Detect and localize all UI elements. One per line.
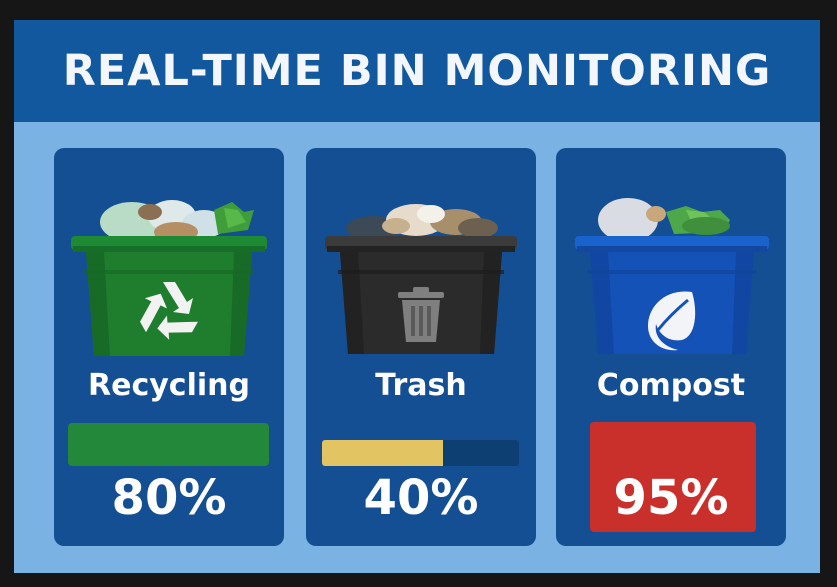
leaf-icon bbox=[648, 291, 696, 351]
compost-bin-image bbox=[556, 170, 786, 370]
bin-name-compost: Compost bbox=[596, 368, 746, 403]
trash-can-icon bbox=[398, 287, 444, 342]
fill-percent-compost: 95% bbox=[613, 470, 729, 526]
bin-card-recycling: Recycling 80% bbox=[54, 148, 284, 546]
recycling-bin-image bbox=[54, 170, 284, 370]
fill-level-bar-trash-fill bbox=[322, 440, 444, 466]
trash-bin-image bbox=[306, 170, 536, 370]
fill-percent-trash: 40% bbox=[363, 470, 479, 526]
bin-name-recycling: Recycling bbox=[88, 368, 250, 403]
fill-percent-recycling: 80% bbox=[111, 470, 227, 526]
fill-level-bar-recycling bbox=[68, 423, 269, 466]
bin-card-compost: Compost 95% bbox=[556, 148, 786, 546]
fill-level-bar-trash bbox=[322, 440, 519, 466]
recycling-contents bbox=[100, 200, 254, 242]
dashboard-header: REAL-TIME BIN MONITORING bbox=[14, 20, 820, 122]
bin-name-trash: Trash bbox=[375, 368, 467, 403]
fill-level-bar-recycling-fill bbox=[68, 423, 269, 466]
page-title: REAL-TIME BIN MONITORING bbox=[62, 46, 772, 96]
trash-contents bbox=[346, 204, 498, 240]
compost-contents bbox=[598, 198, 730, 242]
dashboard-screen: REAL-TIME BIN MONITORING bbox=[14, 20, 820, 573]
recycle-icon bbox=[140, 282, 198, 340]
fill-level-bar-compost-fill bbox=[590, 422, 756, 532]
bin-card-trash: Trash 40% bbox=[306, 148, 536, 546]
fill-level-bar-compost bbox=[590, 422, 756, 532]
